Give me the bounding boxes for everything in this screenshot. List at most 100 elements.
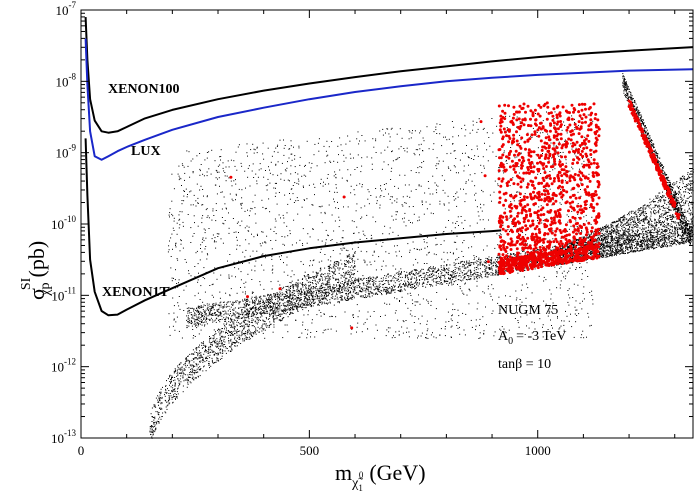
scatter-point — [630, 248, 632, 250]
scatter-point — [181, 337, 183, 339]
scatter-point — [495, 273, 497, 275]
scatter-point — [409, 292, 411, 294]
scatter-point — [337, 208, 339, 209]
scatter-point — [507, 256, 508, 258]
scatter-point — [494, 259, 496, 261]
scatter-point — [580, 195, 582, 197]
scatter-point — [576, 309, 578, 311]
scatter-point — [660, 244, 662, 246]
scatter-point — [226, 208, 227, 210]
scatter-point — [291, 298, 293, 299]
scatter-point — [321, 291, 323, 293]
scatter-point — [382, 233, 384, 235]
scatter-point — [452, 276, 454, 278]
scatter-point — [339, 296, 341, 298]
scatter-point — [252, 250, 254, 252]
scatter-point — [266, 299, 268, 301]
scatter-point — [312, 288, 314, 290]
scatter-point — [287, 302, 289, 304]
scatter-point — [213, 320, 215, 322]
scatter-point — [308, 310, 309, 312]
scatter-point — [338, 292, 340, 294]
scatter-point — [329, 293, 331, 295]
scatter-point — [188, 309, 190, 311]
scatter-point — [363, 259, 365, 261]
scatter-point — [516, 297, 518, 299]
scatter-point — [254, 265, 256, 267]
scatter-point — [617, 238, 619, 240]
scatter-point — [320, 287, 322, 289]
scatter-point — [356, 285, 358, 287]
scatter-point — [492, 262, 494, 264]
scatter-point — [276, 146, 278, 147]
scatter-point — [360, 287, 362, 289]
scatter-point — [290, 145, 292, 147]
scatter-point — [668, 237, 670, 239]
scatter-point — [234, 267, 236, 269]
scatter-point — [318, 309, 320, 311]
scatter-point — [400, 273, 402, 275]
scatter-point — [476, 266, 478, 268]
scatter-point — [452, 270, 454, 272]
scatter-point — [266, 235, 268, 237]
scatter-point — [482, 219, 484, 221]
scatter-point — [591, 294, 593, 296]
scatter-point — [444, 328, 446, 330]
scatter-point — [332, 287, 334, 289]
scatter-point — [300, 294, 302, 296]
scatter-point — [560, 325, 562, 327]
scatter-point — [247, 273, 249, 275]
scatter-point — [419, 279, 420, 281]
scatter-point — [680, 235, 682, 237]
scatter-point — [583, 216, 585, 218]
scatter-point — [584, 145, 586, 147]
scatter-point — [190, 323, 192, 324]
scatter-point — [463, 170, 465, 172]
scatter-point — [187, 321, 188, 323]
scatter-point — [218, 315, 220, 316]
scatter-point — [549, 188, 551, 190]
scatter-point — [333, 291, 335, 293]
scatter-point — [255, 173, 257, 175]
scatter-point — [257, 309, 259, 311]
scatter-point — [291, 159, 293, 161]
scatter-point — [461, 128, 463, 130]
scatter-point — [179, 368, 181, 370]
scatter-point — [379, 283, 381, 285]
scatter-point — [272, 331, 274, 333]
scatter-point — [347, 169, 349, 171]
scatter-point — [462, 312, 464, 314]
scatter-point — [247, 167, 249, 169]
scatter-point — [285, 313, 287, 315]
scatter-point — [415, 271, 417, 273]
scatter-point — [398, 276, 400, 278]
scatter-point — [665, 226, 667, 228]
scatter-point — [495, 270, 497, 272]
scatter-point — [539, 318, 541, 320]
scatter-point — [384, 283, 386, 284]
scatter-point — [444, 280, 445, 282]
scatter-point — [509, 115, 511, 117]
scatter-point — [498, 270, 499, 272]
scatter-point — [631, 247, 633, 249]
scatter-point — [679, 224, 681, 226]
scatter-point — [321, 222, 323, 224]
scatter-point — [469, 225, 471, 227]
scatter-point — [161, 396, 163, 398]
scatter-point — [408, 138, 410, 140]
scatter-point — [260, 303, 262, 305]
scatter-point — [659, 230, 661, 232]
scatter-point — [530, 135, 532, 137]
scatter-point — [326, 292, 328, 294]
scatter-point — [509, 185, 511, 187]
scatter-point — [201, 241, 203, 243]
scatter-point — [374, 293, 376, 295]
scatter-point — [214, 184, 216, 186]
scatter-point — [455, 280, 457, 282]
scatter-point — [298, 296, 299, 298]
scatter-point — [354, 288, 356, 290]
scatter-point — [322, 290, 324, 292]
scatter-point — [258, 169, 260, 171]
scatter-point — [433, 279, 434, 281]
scatter-point — [172, 297, 174, 299]
